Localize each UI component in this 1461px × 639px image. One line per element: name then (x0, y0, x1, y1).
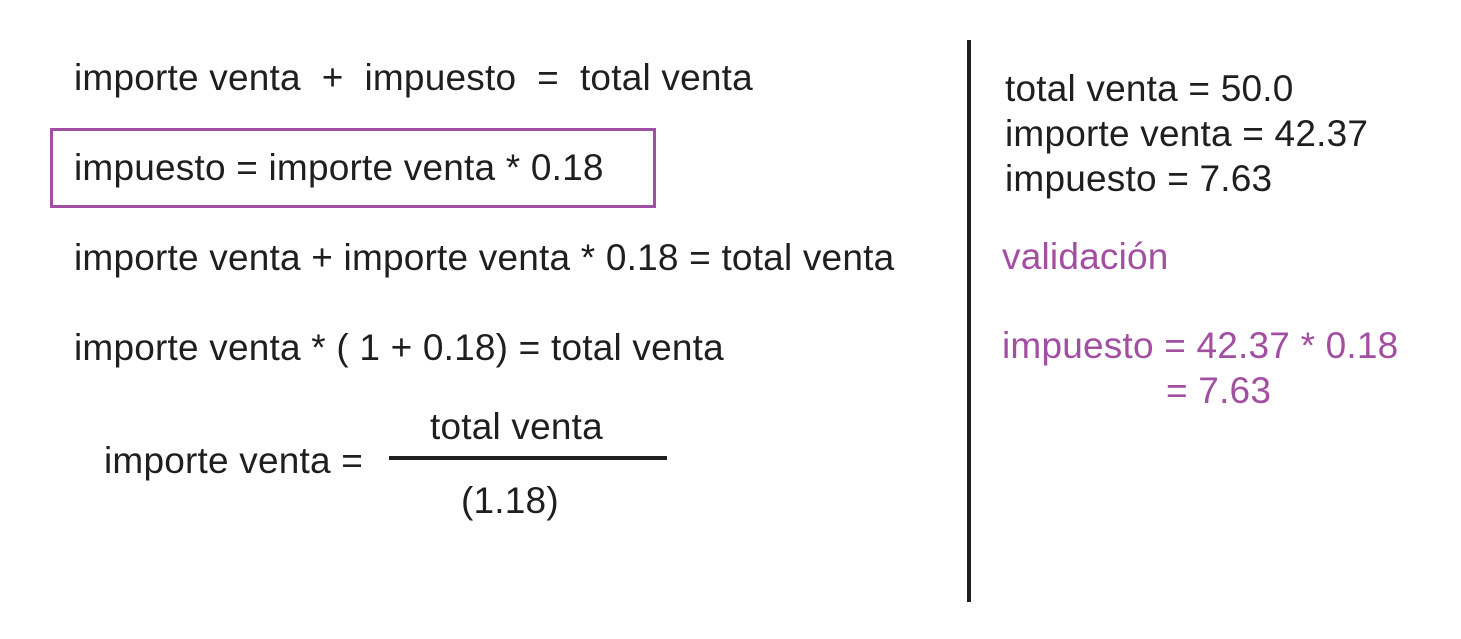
fraction-bar (389, 456, 667, 460)
impuesto-value: impuesto = 7.63 (1005, 158, 1273, 199)
highlight-box (50, 128, 656, 208)
equation-factored: importe venta * ( 1 + 0.18) = total vent… (74, 327, 724, 368)
fraction-numerator: total venta (430, 406, 603, 447)
validation-result: = 7.63 (1166, 370, 1272, 411)
equation-substitution: importe venta + importe venta * 0.18 = t… (74, 237, 895, 278)
fraction-denominator: (1.18) (461, 480, 559, 521)
validation-calc: impuesto = 42.37 * 0.18 (1002, 325, 1399, 366)
equation-sum: importe venta + impuesto = total venta (74, 57, 753, 98)
validation-heading: validación (1002, 236, 1169, 277)
equation-solution-lhs: importe venta = (104, 440, 364, 481)
importe-value: importe venta = 42.37 (1005, 113, 1369, 154)
equation-tax-definition: impuesto = importe venta * 0.18 (74, 147, 604, 188)
column-divider (967, 40, 971, 602)
total-value: total venta = 50.0 (1005, 68, 1294, 109)
